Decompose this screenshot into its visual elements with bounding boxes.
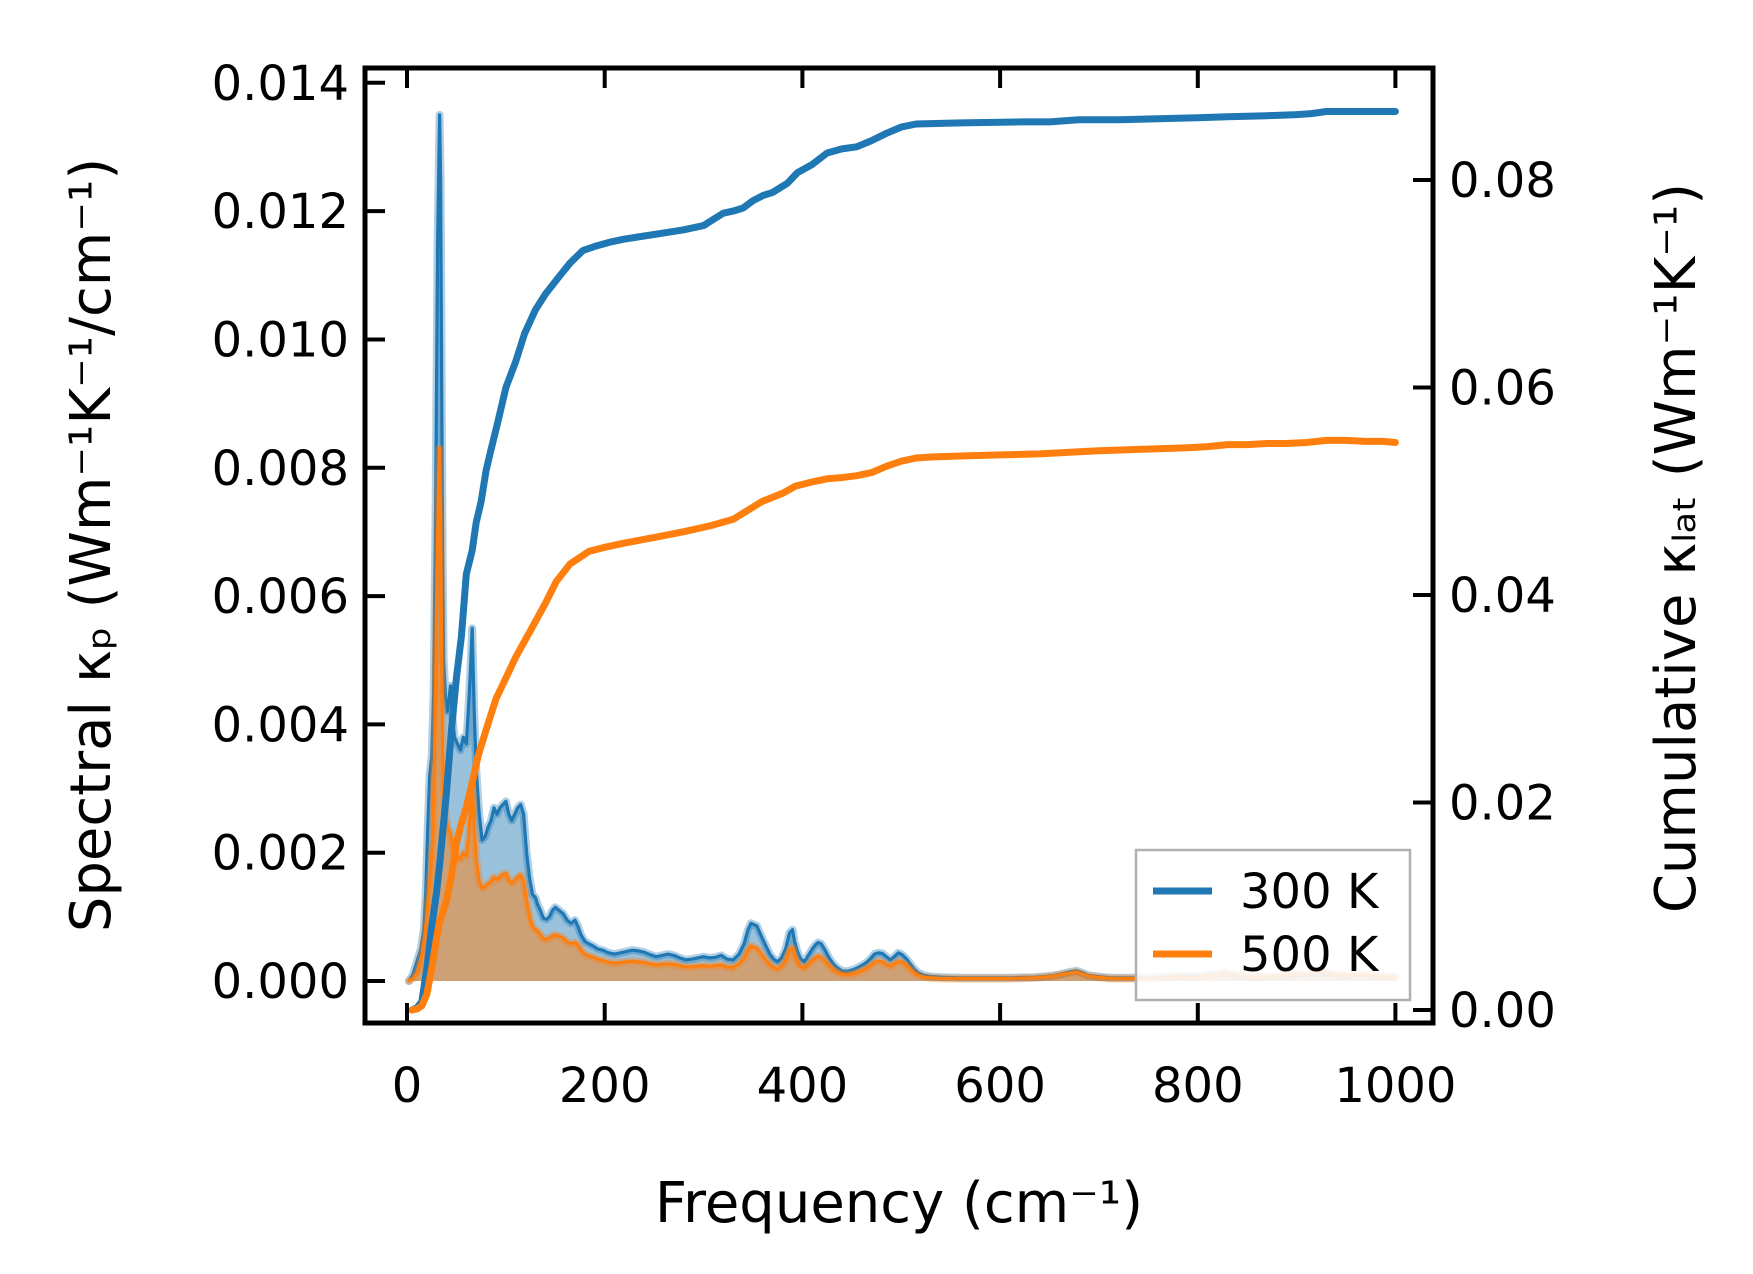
y-right-axis-label: Cumulative κₗₐₜ (Wm⁻¹K⁻¹) [1644, 183, 1709, 913]
y-left-tick-label: 0.000 [212, 954, 349, 1010]
y-right-tick-label: 0.04 [1449, 568, 1556, 624]
x-tick-label: 0 [392, 1058, 423, 1114]
legend-entry-label: 300 K [1240, 864, 1380, 920]
x-tick-label: 1000 [1334, 1058, 1456, 1114]
legend-box [1134, 848, 1412, 1002]
x-axis-label: Frequency (cm⁻¹) [655, 1171, 1143, 1236]
x-tick-label: 800 [1152, 1058, 1244, 1114]
cumulative-line-series [408, 108, 1399, 1014]
axis-ticks: 0 200 400 600 800 1000 0.000 0.002 0.004 0.006 0.0… [212, 56, 1556, 1114]
y-left-tick-label: 0.006 [212, 569, 349, 625]
axes-frame [362, 65, 1436, 1026]
legend-entry-label: 500 K [1240, 927, 1380, 983]
area-spectral-500K [409, 448, 1396, 981]
y-left-tick-label: 0.004 [212, 697, 349, 753]
x-tick-label: 600 [954, 1058, 1046, 1114]
line-cumulative-500K [408, 436, 1399, 1014]
x-tick-label: 200 [559, 1058, 651, 1114]
legend: 300 K 500 K [1134, 848, 1412, 1002]
y-left-tick-label: 0.014 [212, 56, 349, 112]
line-cumulative-300K [408, 108, 1399, 1014]
y-left-tick-label: 0.010 [212, 313, 349, 369]
y-left-tick-label: 0.008 [212, 441, 349, 497]
y-right-tick-label: 0.08 [1449, 153, 1556, 209]
y-right-tick-label: 0.02 [1449, 776, 1556, 832]
line-spectral-500K [407, 446, 1397, 983]
y-left-tick-label: 0.002 [212, 826, 349, 882]
y-right-tick-label: 0.00 [1449, 983, 1556, 1039]
plot-border [362, 65, 1436, 1026]
x-tick-label: 400 [757, 1058, 849, 1114]
spectral-area-series [405, 110, 1400, 985]
y-right-tick-label: 0.06 [1449, 361, 1556, 417]
y-left-tick-label: 0.012 [212, 184, 349, 240]
y-left-axis-label: Spectral κₚ (Wm⁻¹K⁻¹/cm⁻¹) [59, 158, 124, 932]
